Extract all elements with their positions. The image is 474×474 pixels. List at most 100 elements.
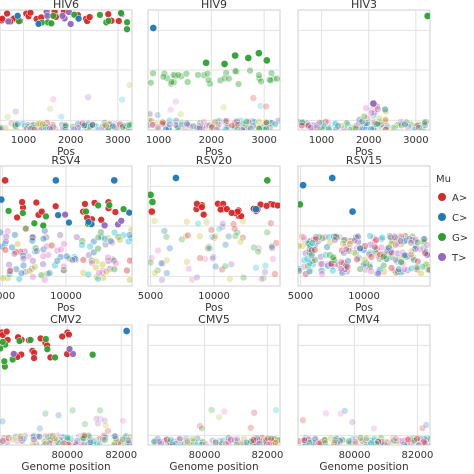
scatter-point	[300, 235, 308, 244]
scatter-point	[94, 201, 102, 210]
scatter-point	[29, 273, 37, 281]
scatter-point	[163, 269, 171, 277]
scatter-point	[262, 125, 270, 130]
scatter-point	[157, 259, 166, 267]
scatter-point	[262, 202, 271, 210]
scatter-point	[372, 236, 380, 244]
scatter-point	[318, 270, 326, 278]
scatter-point	[61, 125, 69, 130]
scatter-point	[111, 432, 119, 440]
scatter-point	[227, 260, 235, 269]
scatter-point	[360, 112, 369, 121]
scatter-point	[3, 227, 12, 235]
scatter-point	[252, 264, 260, 272]
scatter-point	[267, 69, 276, 77]
scatter-point	[392, 434, 400, 442]
scatter-point	[421, 249, 429, 257]
scatter-point	[36, 424, 44, 433]
scatter-point	[118, 95, 126, 104]
scatter-point	[124, 436, 132, 445]
scatter-point	[211, 118, 219, 126]
scatter-point	[407, 264, 416, 273]
scatter-point	[380, 441, 389, 445]
legend-label: T>	[451, 253, 467, 264]
scatter-point	[329, 266, 337, 275]
scatter-point	[400, 265, 409, 273]
scatter-point	[414, 238, 422, 247]
scatter-point	[307, 124, 315, 130]
scatter-point	[342, 245, 350, 254]
scatter-point	[206, 80, 214, 88]
scatter-point	[193, 273, 201, 282]
scatter-point	[160, 227, 169, 235]
points-layer	[298, 12, 430, 130]
scatter-point	[221, 241, 230, 249]
scatter-point	[42, 335, 50, 343]
scatter-point	[177, 441, 185, 445]
scatter-point	[0, 195, 6, 204]
scatter-point	[389, 123, 397, 130]
scatter-point	[4, 207, 13, 215]
scatter-point	[0, 338, 7, 346]
x-axis-label: Genome position	[319, 461, 408, 473]
scatter-point	[249, 94, 257, 102]
scatter-point	[183, 120, 191, 128]
scatter-point	[342, 261, 350, 270]
scatter-point	[163, 435, 171, 444]
scatter-point	[396, 237, 405, 245]
scatter-point	[262, 102, 270, 111]
scatter-point	[242, 438, 251, 445]
scatter-point	[30, 219, 38, 227]
scatter-point	[96, 415, 105, 423]
x-tick-label: 10000	[348, 291, 380, 302]
scatter-point	[318, 260, 326, 268]
scatter-point	[222, 117, 231, 125]
scatter-point	[58, 332, 66, 341]
scatter-point	[331, 236, 339, 244]
x-axis-label: Pos	[57, 146, 75, 158]
scatter-point	[63, 433, 71, 442]
scatter-point	[86, 438, 94, 445]
scatter-point	[233, 125, 242, 130]
scatter-point	[381, 105, 389, 114]
scatter-point	[18, 198, 26, 206]
scatter-point	[203, 70, 212, 78]
legend-marker	[438, 193, 446, 201]
scatter-point	[170, 78, 178, 86]
scatter-point	[81, 420, 89, 428]
legend-marker	[438, 213, 446, 221]
scatter-point	[420, 235, 428, 243]
scatter-point	[231, 51, 239, 60]
scatter-point	[346, 240, 354, 248]
scatter-point	[3, 113, 12, 121]
legend-marker	[438, 253, 446, 261]
scatter-point	[123, 266, 131, 275]
scatter-point	[351, 123, 359, 130]
scatter-point	[51, 261, 59, 270]
scatter-point	[14, 12, 22, 20]
scatter-point	[39, 120, 47, 128]
scatter-point	[369, 99, 378, 108]
scatter-point	[0, 125, 5, 130]
scatter-point	[125, 231, 132, 239]
scatter-point	[107, 237, 115, 245]
legend-title: Mu	[436, 174, 451, 185]
scatter-point	[88, 259, 96, 267]
scatter-point	[370, 424, 378, 433]
scatter-point	[94, 233, 102, 242]
scatter-point	[149, 24, 158, 32]
scatter-point	[299, 416, 307, 424]
scatter-point	[56, 231, 64, 239]
scatter-point	[148, 254, 156, 262]
scatter-point	[116, 236, 124, 244]
scatter-point	[0, 437, 7, 445]
scatter-point	[35, 433, 44, 441]
scatter-point	[348, 418, 356, 426]
panel-title: CMV4	[348, 313, 380, 326]
scatter-point	[47, 19, 55, 27]
scatter-point	[90, 248, 98, 257]
scatter-point	[229, 220, 238, 228]
scatter-point	[101, 421, 110, 429]
scatter-point	[391, 233, 399, 241]
